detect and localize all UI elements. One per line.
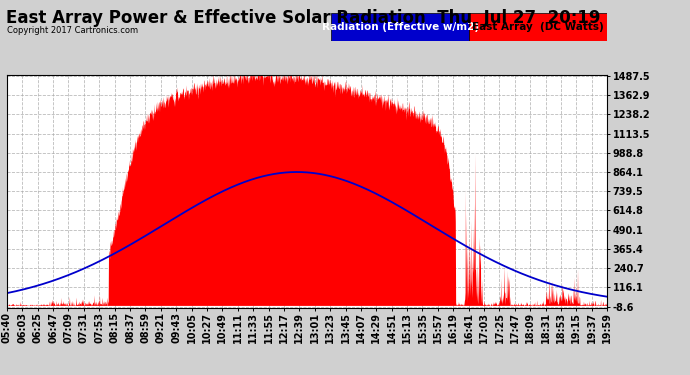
- Text: East Array  (DC Watts): East Array (DC Watts): [473, 22, 604, 32]
- Text: Copyright 2017 Cartronics.com: Copyright 2017 Cartronics.com: [7, 26, 138, 35]
- FancyBboxPatch shape: [469, 13, 607, 41]
- FancyBboxPatch shape: [331, 13, 469, 41]
- Text: Radiation (Effective w/m2): Radiation (Effective w/m2): [322, 22, 479, 32]
- Text: East Array Power & Effective Solar Radiation  Thu  Jul 27  20:19: East Array Power & Effective Solar Radia…: [6, 9, 601, 27]
